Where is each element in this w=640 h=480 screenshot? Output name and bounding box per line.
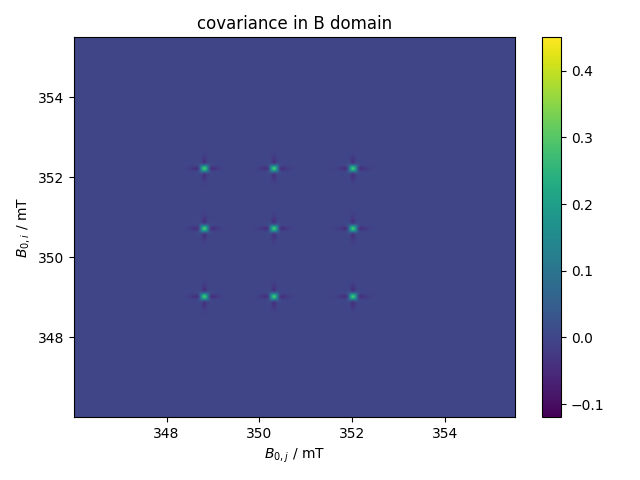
X-axis label: $B_{0,j}$ / mT: $B_{0,j}$ / mT <box>264 447 325 465</box>
Y-axis label: $B_{0,i}$ / mT: $B_{0,i}$ / mT <box>15 197 32 258</box>
Title: covariance in B domain: covariance in B domain <box>196 15 392 33</box>
